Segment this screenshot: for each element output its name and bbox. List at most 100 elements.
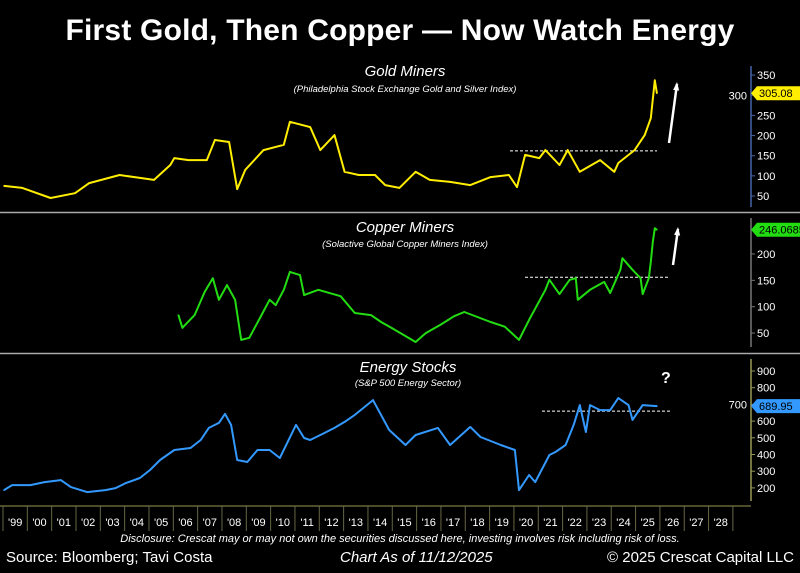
gold-data-point (88, 182, 90, 184)
energy-data-point (548, 454, 551, 456)
gold-data-point (173, 157, 176, 159)
copper-data-point (453, 315, 455, 317)
energy-data-point (303, 437, 305, 439)
energy-data-point (114, 487, 117, 489)
gold-series-line (3, 79, 658, 199)
copper-data-point (203, 291, 206, 293)
energy-data-point (609, 409, 612, 411)
energy-y-tick-label: 900 (757, 366, 775, 378)
copper-data-point (544, 289, 547, 291)
x-tick-label: '08 (227, 517, 241, 529)
copper-last-value-tag (751, 222, 800, 237)
gold-panel-subtitle: (Philadelphia Stock Exchange Gold and Si… (293, 84, 517, 95)
energy-data-point (224, 413, 226, 415)
gold-data-point (319, 149, 322, 151)
gold-data-point (244, 169, 247, 171)
energy-data-point (207, 427, 210, 429)
copper-data-point (568, 279, 571, 281)
copper-data-point (424, 332, 427, 334)
copper-y-tick-label: 50 (757, 328, 769, 340)
energy-data-point (199, 439, 202, 441)
energy-y-tick-label: 200 (757, 483, 775, 495)
x-tick-label: '13 (349, 517, 363, 529)
x-tick-label: '09 (251, 517, 265, 529)
gold-data-point (289, 121, 291, 123)
gold-last-value-tag (751, 86, 800, 101)
energy-data-point (256, 449, 259, 451)
gold-data-point (566, 149, 569, 151)
copper-data-point (317, 289, 320, 291)
copper-data-point (649, 261, 652, 263)
energy-data-point (218, 422, 220, 424)
gold-data-point (469, 184, 472, 186)
x-tick-label: '26 (665, 517, 679, 529)
energy-data-point (343, 421, 346, 423)
copper-last-value-label: 246.0685 (759, 225, 800, 237)
gold-data-point (613, 171, 616, 173)
energy-data-point (309, 439, 311, 441)
gold-data-point (414, 171, 417, 173)
gold-data-point (118, 174, 121, 176)
page-title: First Gold, Then Copper — Now Watch Ener… (65, 14, 735, 47)
copper-panel-title: Copper Miners (355, 219, 455, 236)
gold-data-point (74, 192, 76, 194)
copper-data-point (654, 227, 656, 229)
gold-data-point (398, 187, 401, 189)
energy-data-point (641, 404, 644, 406)
gold-panel: 50 100 150 200 250 300 350 305.08 (3, 66, 800, 207)
energy-data-point (149, 469, 151, 471)
gold-last-value-label: 305.08 (759, 88, 793, 100)
gold-data-point (524, 154, 526, 156)
energy-data-point (656, 405, 658, 407)
up-arrow-icon (667, 83, 679, 144)
copper-data-point (353, 312, 356, 314)
energy-y-tick-label: 500 (757, 433, 775, 445)
gold-data-point (21, 187, 24, 189)
energy-data-point (589, 404, 591, 406)
gold-data-point (649, 117, 652, 120)
copper-data-point (380, 321, 382, 323)
energy-data-point (572, 424, 575, 426)
energy-data-point (278, 457, 281, 459)
copper-data-point (283, 289, 285, 291)
copper-data-point (390, 326, 393, 329)
copper-data-point (274, 304, 277, 306)
copper-data-point (639, 277, 642, 280)
energy-y-tick-label: 700 (729, 399, 747, 411)
energy-data-point (388, 429, 391, 431)
copper-data-point (574, 277, 577, 280)
energy-data-point (631, 419, 634, 421)
x-tick-label: '02 (81, 517, 95, 529)
x-tick-label: '10 (276, 517, 290, 529)
copper-data-point (370, 314, 372, 316)
energy-last-value-label: 689.95 (759, 401, 793, 413)
gold-y-tick-label: 50 (757, 191, 769, 203)
copper-data-point (240, 339, 243, 341)
energy-y-tick-label: 400 (757, 450, 775, 462)
x-tick-label: '14 (373, 517, 387, 529)
x-axis: '99 '00 '01 '02 '03 '04 '05 '06 '07 '08 '09 '10 '11 '… (0, 505, 751, 531)
energy-data-point (43, 481, 46, 483)
x-tick-label: '00 (32, 517, 46, 529)
energy-data-point (70, 486, 72, 488)
energy-data-point (534, 481, 537, 483)
disclosure-text: Disclosure: Crescat may or may not own t… (120, 533, 680, 545)
energy-data-point (617, 397, 620, 399)
gold-data-point (643, 134, 646, 136)
x-tick-label: '06 (178, 517, 192, 529)
copper-data-point (647, 277, 650, 280)
gold-y-tick-label: 250 (757, 110, 775, 122)
copper-data-point (489, 321, 492, 323)
gold-data-point (558, 164, 561, 166)
gold-data-point (309, 126, 311, 128)
x-tick-label: '16 (422, 517, 436, 529)
gold-data-point (205, 159, 208, 161)
copper-data-point (248, 336, 251, 339)
energy-data-point (554, 451, 557, 453)
energy-data-point (59, 479, 62, 481)
x-tick-label: '20 (519, 517, 533, 529)
energy-data-point (404, 444, 407, 446)
copper-data-point (299, 274, 301, 276)
copper-data-point (303, 294, 305, 296)
